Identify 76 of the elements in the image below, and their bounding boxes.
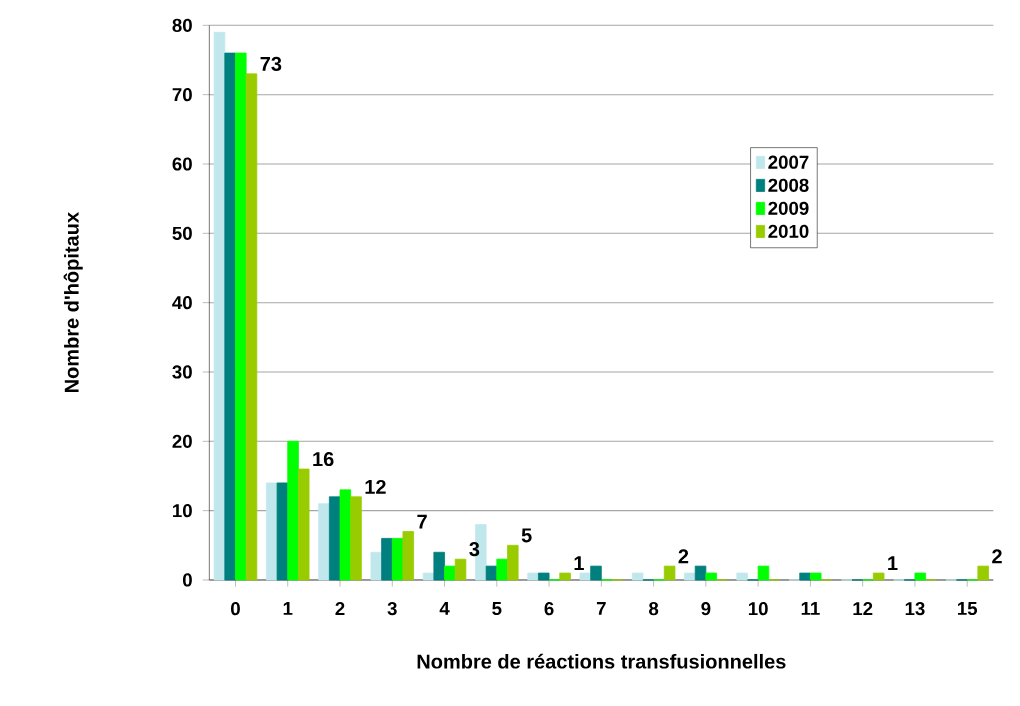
bar (538, 572, 550, 581)
data-label: 2 (992, 549, 1002, 564)
bar (454, 558, 467, 581)
bar (339, 489, 352, 581)
legend-label: 2007 (768, 155, 809, 169)
bar (736, 572, 748, 581)
legend-label: 2009 (768, 201, 809, 215)
bar (914, 572, 926, 581)
bar (663, 565, 676, 581)
y-tick-label: 20 (172, 434, 192, 448)
y-tick-label: 0 (182, 573, 192, 587)
bar (213, 31, 226, 581)
y-tick-label: 30 (172, 365, 192, 379)
y-tick-label: 50 (172, 226, 192, 240)
x-tick-label: 9 (701, 602, 711, 616)
bar (496, 558, 508, 581)
y-tick-label: 70 (172, 88, 192, 102)
bar (507, 544, 519, 581)
y-axis-title: Nombre d'hôpitaux (63, 212, 83, 393)
bar (485, 565, 498, 581)
x-tick-label: 6 (544, 602, 554, 616)
legend-label: 2010 (768, 224, 809, 238)
bar (631, 572, 644, 581)
bar (402, 531, 415, 581)
x-tick-label: 8 (649, 602, 659, 616)
data-label: 73 (260, 56, 282, 71)
x-tick-label: 10 (748, 602, 768, 616)
bar (287, 440, 299, 581)
bar (579, 572, 592, 581)
x-tick-label: 0 (231, 602, 240, 616)
bar (810, 572, 822, 581)
x-tick-label: 5 (492, 602, 502, 616)
y-tick-label: 60 (172, 157, 192, 171)
x-tick-label: 3 (387, 602, 397, 616)
data-label: 3 (469, 542, 480, 557)
data-label: 5 (521, 528, 532, 543)
data-label: 2 (678, 549, 689, 564)
bar (444, 565, 456, 581)
y-tick-label: 10 (173, 504, 192, 518)
bar (559, 572, 571, 581)
bar (433, 551, 445, 581)
y-tick-label: 80 (172, 18, 192, 32)
x-tick-label: 13 (905, 602, 925, 616)
data-label: 1 (888, 556, 898, 571)
data-label: 7 (417, 514, 427, 529)
bar (694, 565, 707, 581)
bar (977, 565, 989, 581)
x-axis-title: Nombre de réactions transfusionnelles (417, 653, 786, 669)
data-label: 1 (574, 556, 584, 571)
x-tick-label: 15 (957, 602, 978, 616)
data-label: 16 (313, 451, 334, 467)
bar (527, 572, 539, 581)
bar (318, 503, 330, 581)
bar (705, 572, 717, 581)
bar (245, 73, 258, 581)
bar (590, 565, 602, 581)
data-label: 12 (365, 479, 386, 494)
bar (757, 565, 770, 581)
x-tick-label: 11 (801, 602, 820, 615)
bar (298, 468, 310, 581)
x-tick-label: 2 (335, 602, 345, 616)
bar (276, 482, 289, 581)
y-tick-label: 40 (172, 296, 192, 310)
bar (799, 572, 811, 581)
x-tick-label: 12 (853, 602, 873, 616)
bar (684, 572, 696, 581)
bar (370, 551, 383, 581)
x-tick-label: 7 (596, 602, 606, 615)
x-tick-label: 1 (283, 602, 293, 615)
bar (224, 52, 236, 581)
legend-label: 2008 (768, 178, 809, 192)
bar (350, 496, 362, 581)
bar (381, 537, 393, 581)
bar (422, 572, 435, 581)
bar (872, 572, 885, 581)
x-tick-label: 4 (439, 602, 450, 615)
